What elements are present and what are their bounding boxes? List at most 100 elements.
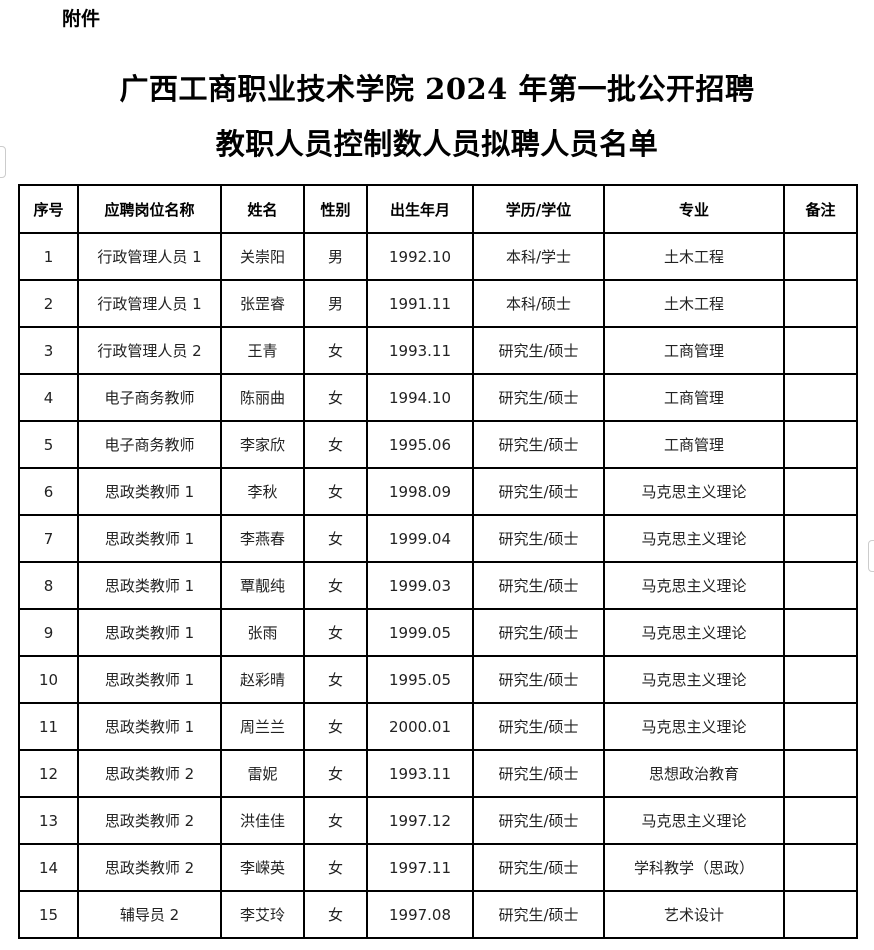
cell-col-gender: 女 [303,796,368,845]
cell-col-major: 思想政治教育 [603,749,785,798]
cell-col-name: 王青 [220,326,305,375]
cell-col-remarks [783,702,858,751]
table-row: 12 思政类教师 2 雷妮女 1993.11 研究生/硕士 思想政治教育 [18,749,858,798]
header-col-position: 应聘岗位名称 [77,184,222,234]
cell-col-gender: 女 [303,749,368,798]
cell-col-position: 思政类教师 1 [77,702,222,751]
cell-col-birth: 1993.11 [366,749,474,798]
cell-col-position: 行政管理人员 2 [77,326,222,375]
cell-col-name: 周兰兰 [220,702,305,751]
cell-col-remarks [783,326,858,375]
cell-col-major: 马克思主义理论 [603,655,785,704]
table-header-row: 序号 应聘岗位名称 姓名 性别 出生年月 学历/学位 专业 备注 [18,184,858,234]
cell-col-birth: 2000.01 [366,702,474,751]
cell-col-education: 研究生/硕士 [472,608,605,657]
cell-col-birth: 1999.05 [366,608,474,657]
document-title-line2: 教职人员控制数人员拟聘人员名单 [215,127,659,161]
cell-col-name: 李秋 [220,467,305,516]
cell-col-gender: 女 [303,326,368,375]
cell-col-remarks [783,749,858,798]
cell-col-index: 11 [18,702,79,751]
cell-col-name: 陈丽曲 [220,373,305,422]
cell-col-index: 6 [18,467,79,516]
cell-col-major: 马克思主义理论 [603,608,785,657]
cell-col-gender: 女 [303,890,368,939]
cell-col-index: 5 [18,420,79,469]
table-row: 5 电子商务教师 李家欣女 1995.06 研究生/硕士 工商管理 [18,420,858,469]
cell-col-gender: 女 [303,608,368,657]
cell-col-position: 思政类教师 1 [77,561,222,610]
cell-col-remarks [783,890,858,939]
cell-col-name: 李艾玲 [220,890,305,939]
cell-col-birth: 1993.11 [366,326,474,375]
cell-col-remarks [783,467,858,516]
cell-col-remarks [783,608,858,657]
cell-col-index: 12 [18,749,79,798]
cell-col-remarks [783,655,858,704]
cell-col-remarks [783,279,858,328]
cell-col-gender: 男 [303,232,368,281]
document-title-line1: 广西工商职业技术学院 2024 年第一批公开招聘 [119,72,755,106]
cell-col-name: 雷妮 [220,749,305,798]
table-row: 8 思政类教师 1 覃靓纯女 1999.03 研究生/硕士 马克思主义理论 [18,561,858,610]
cell-col-position: 思政类教师 1 [77,467,222,516]
table-row: 15 辅导员 2 李艾玲女 1997.08 研究生/硕士 艺术设计 [18,890,858,939]
cell-col-birth: 1991.11 [366,279,474,328]
table-row: 7 思政类教师 1 李燕春女 1999.04 研究生/硕士 马克思主义理论 [18,514,858,563]
cell-col-education: 研究生/硕士 [472,514,605,563]
header-col-major: 专业 [603,184,785,234]
cell-col-remarks [783,843,858,892]
cell-col-education: 研究生/硕士 [472,561,605,610]
cell-col-education: 研究生/硕士 [472,749,605,798]
scroll-handle-left[interactable] [0,146,6,178]
hire-list-table: 序号 应聘岗位名称 姓名 性别 出生年月 学历/学位 专业 备注 1 行政管理人员 1 关崇阳男 1… [18,184,858,939]
table-row: 11 思政类教师 1 周兰兰女 2000.01 研究生/硕士 马克思主义理论 [18,702,858,751]
cell-col-name: 李嵘英 [220,843,305,892]
table-row: 6 思政类教师 1 李秋女 1998.09 研究生/硕士 马克思主义理论 [18,467,858,516]
cell-col-index: 13 [18,796,79,845]
cell-col-gender: 女 [303,702,368,751]
cell-col-major: 工商管理 [603,420,785,469]
cell-col-index: 4 [18,373,79,422]
cell-col-gender: 女 [303,561,368,610]
cell-col-education: 研究生/硕士 [472,843,605,892]
cell-col-major: 马克思主义理论 [603,467,785,516]
cell-col-major: 土木工程 [603,232,785,281]
cell-col-index: 7 [18,514,79,563]
cell-col-education: 研究生/硕士 [472,890,605,939]
cell-col-position: 行政管理人员 1 [77,232,222,281]
cell-col-gender: 女 [303,655,368,704]
cell-col-major: 工商管理 [603,373,785,422]
header-col-birth: 出生年月 [366,184,474,234]
cell-col-remarks [783,420,858,469]
cell-col-major: 马克思主义理论 [603,702,785,751]
cell-col-position: 思政类教师 2 [77,843,222,892]
cell-col-name: 张罡睿 [220,279,305,328]
cell-col-index: 3 [18,326,79,375]
cell-col-education: 本科/硕士 [472,279,605,328]
cell-col-birth: 1994.10 [366,373,474,422]
cell-col-major: 土木工程 [603,279,785,328]
cell-col-position: 思政类教师 2 [77,749,222,798]
cell-col-education: 研究生/硕士 [472,702,605,751]
cell-col-education: 研究生/硕士 [472,373,605,422]
cell-col-education: 本科/学士 [472,232,605,281]
cell-col-position: 思政类教师 2 [77,796,222,845]
cell-col-education: 研究生/硕士 [472,796,605,845]
cell-col-index: 14 [18,843,79,892]
header-col-name: 姓名 [220,184,305,234]
cell-col-education: 研究生/硕士 [472,467,605,516]
cell-col-education: 研究生/硕士 [472,326,605,375]
cell-col-gender: 女 [303,373,368,422]
table-row: 3 行政管理人员 2 王青女 1993.11 研究生/硕士 工商管理 [18,326,858,375]
header-col-index: 序号 [18,184,79,234]
scroll-handle-right[interactable] [868,540,874,572]
cell-col-remarks [783,232,858,281]
cell-col-name: 覃靓纯 [220,561,305,610]
header-col-remarks: 备注 [783,184,858,234]
cell-col-birth: 1992.10 [366,232,474,281]
table-row: 14 思政类教师 2 李嵘英女 1997.11 研究生/硕士 学科教学（思政） [18,843,858,892]
cell-col-major: 马克思主义理论 [603,796,785,845]
header-col-gender: 性别 [303,184,368,234]
cell-col-gender: 男 [303,279,368,328]
